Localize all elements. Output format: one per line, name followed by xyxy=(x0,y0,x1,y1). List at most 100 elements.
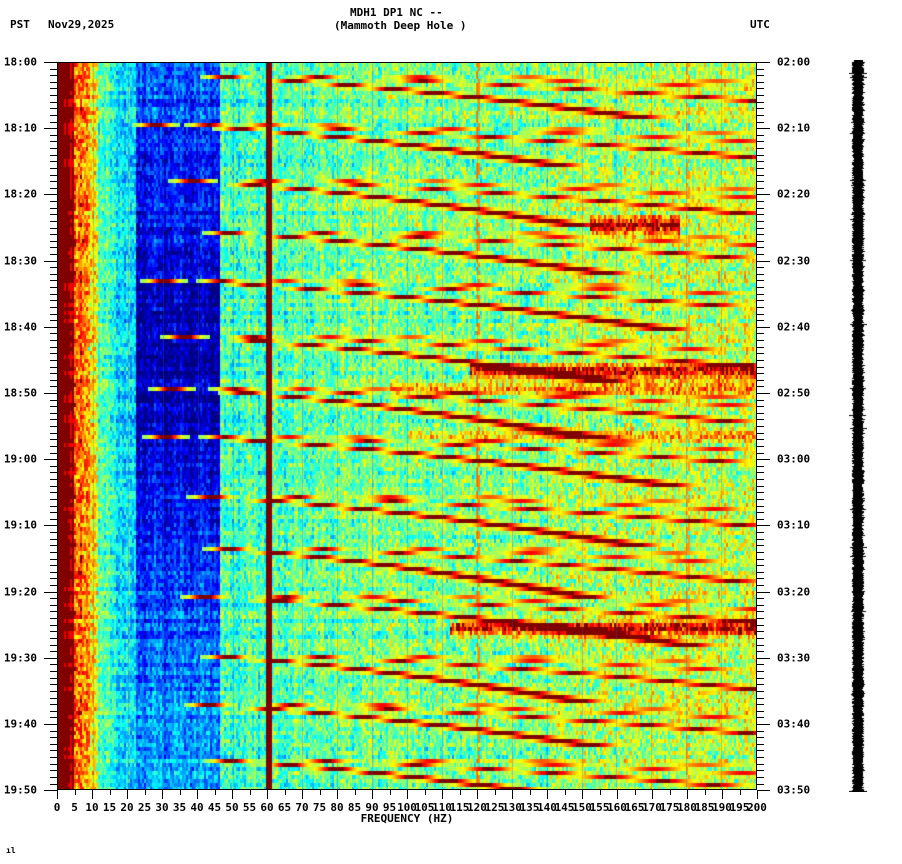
time-tick-label: 18:10 xyxy=(3,121,37,135)
time-tick-minor xyxy=(757,551,764,553)
time-tick-minor xyxy=(757,684,764,686)
time-tick-major xyxy=(757,326,770,328)
time-tick-minor xyxy=(50,234,57,236)
time-tick-minor xyxy=(757,432,764,434)
time-tick-minor xyxy=(50,505,57,507)
frequency-tick xyxy=(144,790,146,795)
frequency-tick xyxy=(564,790,566,795)
frequency-tick-label: 10 xyxy=(85,801,99,814)
time-tick-label: 02:20 xyxy=(777,187,811,201)
time-tick-minor xyxy=(50,187,57,189)
time-tick-minor xyxy=(757,472,764,474)
frequency-tick xyxy=(302,790,303,799)
time-tick-label: 03:20 xyxy=(777,585,811,599)
time-tick-minor xyxy=(50,618,57,620)
time-tick-minor xyxy=(757,240,764,242)
time-tick-minor xyxy=(757,346,764,348)
frequency-tick-label: 90 xyxy=(365,801,379,814)
time-tick-minor xyxy=(50,710,57,712)
time-tick-major xyxy=(44,260,57,262)
time-tick-major xyxy=(757,194,770,196)
time-tick-minor xyxy=(757,320,764,322)
time-tick-minor xyxy=(757,227,764,229)
time-tick-minor xyxy=(757,690,764,692)
frequency-tick xyxy=(372,790,373,799)
time-tick-minor xyxy=(757,121,764,123)
timezone-label-left: PST xyxy=(10,18,30,31)
time-tick-major xyxy=(757,591,770,593)
time-tick-minor xyxy=(757,300,764,302)
time-tick-minor xyxy=(50,704,57,706)
frequency-tick-label: 180 xyxy=(677,801,697,814)
time-tick-label: 19:30 xyxy=(3,651,37,665)
frequency-tick xyxy=(442,790,443,799)
time-tick-minor xyxy=(50,644,57,646)
frequency-tick-label: 15 xyxy=(102,801,117,814)
frequency-tick-label: 5 xyxy=(71,801,78,814)
time-tick-minor xyxy=(50,558,57,560)
frequency-tick-label: 60 xyxy=(260,801,274,814)
time-tick-minor xyxy=(50,340,57,342)
time-tick-major xyxy=(44,724,57,725)
time-tick-minor xyxy=(50,386,57,388)
frequency-tick xyxy=(249,790,251,795)
time-tick-minor xyxy=(50,359,57,361)
frequency-tick-label: 195 xyxy=(729,801,750,814)
time-tick-minor xyxy=(50,565,57,567)
time-tick-minor xyxy=(757,386,764,388)
spectrogram-plot[interactable] xyxy=(57,62,757,790)
frequency-tick-label: 190 xyxy=(712,801,732,814)
frequency-tick xyxy=(739,790,741,795)
time-tick-minor xyxy=(757,651,764,653)
time-tick-minor xyxy=(757,730,764,732)
time-tick-minor xyxy=(757,293,764,295)
time-tick-minor xyxy=(50,214,57,216)
time-tick-minor xyxy=(50,419,57,421)
time-tick-minor xyxy=(50,121,57,123)
frequency-tick xyxy=(722,790,723,799)
time-tick-minor xyxy=(50,247,57,249)
time-tick-minor xyxy=(757,750,764,752)
frequency-axis-title: FREQUENCY (HZ) xyxy=(360,812,454,825)
frequency-tick xyxy=(197,790,198,799)
time-tick-major xyxy=(44,525,57,527)
time-tick-minor xyxy=(50,114,57,116)
time-tick-minor xyxy=(757,287,764,289)
frequency-tick-label: 135 xyxy=(519,801,540,814)
time-tick-label: 18:00 xyxy=(3,55,37,69)
time-tick-major xyxy=(44,326,57,328)
time-tick-minor xyxy=(757,578,764,580)
frequency-tick xyxy=(354,790,356,795)
time-tick-major xyxy=(757,657,770,659)
time-tick-major xyxy=(44,62,57,63)
time-tick-minor xyxy=(757,604,764,606)
frequency-tick-label: 80 xyxy=(330,801,344,814)
time-tick-minor xyxy=(50,346,57,348)
time-tick-minor xyxy=(50,545,57,547)
frequency-tick-label: 175 xyxy=(659,801,680,814)
time-tick-minor xyxy=(50,333,57,335)
time-tick-minor xyxy=(757,207,764,209)
time-tick-minor xyxy=(50,717,57,719)
time-tick-major xyxy=(757,260,770,262)
time-tick-minor xyxy=(50,465,57,467)
time-tick-minor xyxy=(50,154,57,156)
time-tick-minor xyxy=(757,313,764,315)
time-tick-label: 02:00 xyxy=(777,55,811,69)
time-tick-minor xyxy=(50,280,57,282)
frequency-tick-label: 140 xyxy=(537,801,557,814)
time-tick-minor xyxy=(757,340,764,342)
time-tick-minor xyxy=(757,505,764,507)
time-tick-minor xyxy=(757,518,764,520)
time-tick-minor xyxy=(757,75,764,77)
time-tick-minor xyxy=(757,108,764,110)
time-tick-minor xyxy=(757,479,764,481)
time-tick-major xyxy=(44,194,57,196)
frequency-tick xyxy=(582,790,583,799)
time-tick-minor xyxy=(757,611,764,613)
time-tick-minor xyxy=(757,214,764,216)
frequency-tick xyxy=(704,790,706,795)
time-tick-label: 02:50 xyxy=(777,386,811,400)
corner-mark: ıl xyxy=(6,846,16,855)
time-tick-minor xyxy=(757,419,764,421)
